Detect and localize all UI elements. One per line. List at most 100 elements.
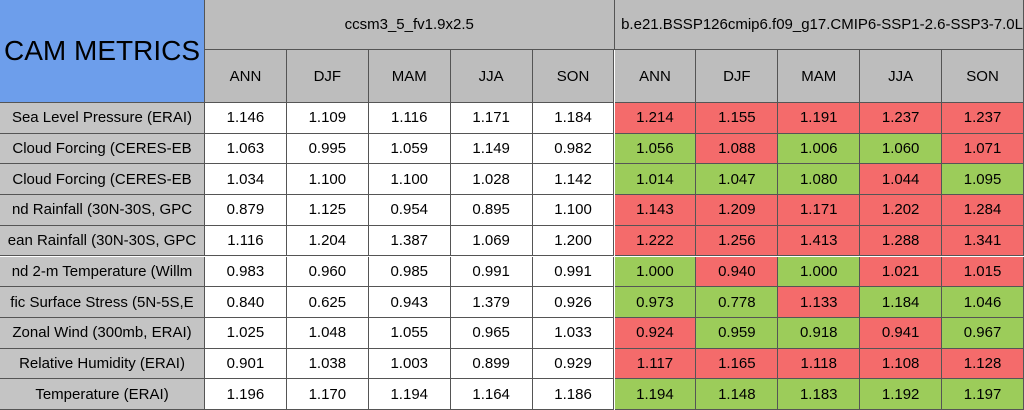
season-header: DJF xyxy=(696,50,779,103)
value-cell: 0.991 xyxy=(450,256,533,288)
row-label: Cloud Forcing (CERES-EB xyxy=(0,164,205,196)
value-cell: 1.125 xyxy=(286,195,369,226)
value-cell: 0.899 xyxy=(450,348,533,380)
value-cell: 1.204 xyxy=(286,225,369,257)
value-cell: 1.021 xyxy=(860,256,943,288)
value-cell: 1.149 xyxy=(450,133,533,165)
row-label: Sea Level Pressure (ERAI) xyxy=(0,103,205,134)
value-cell: 1.100 xyxy=(286,164,369,196)
season-header: SON xyxy=(942,50,1024,103)
value-cell: 1.171 xyxy=(450,103,533,134)
value-cell: 1.237 xyxy=(860,103,943,134)
value-cell: 1.192 xyxy=(860,379,943,410)
value-cell: 0.625 xyxy=(286,287,369,318)
value-cell: 1.046 xyxy=(942,287,1024,318)
value-cell: 1.183 xyxy=(778,379,861,410)
value-cell: 1.000 xyxy=(778,256,861,288)
row-label: fic Surface Stress (5N-5S,E xyxy=(0,287,205,318)
value-cell: 1.184 xyxy=(860,287,943,318)
value-cell: 1.006 xyxy=(778,133,861,165)
season-header: DJF xyxy=(286,50,369,103)
value-cell: 1.014 xyxy=(614,164,697,196)
value-cell: 0.940 xyxy=(696,256,779,288)
value-cell: 0.840 xyxy=(205,287,287,318)
row-label: nd 2-m Temperature (Willm xyxy=(0,256,205,288)
value-cell: 0.941 xyxy=(860,317,943,349)
value-cell: 1.116 xyxy=(205,225,287,257)
season-header: MAM xyxy=(778,50,861,103)
value-cell: 1.025 xyxy=(205,317,287,349)
value-cell: 0.926 xyxy=(532,287,615,318)
value-cell: 1.047 xyxy=(696,164,779,196)
case-name: b.e21.BSSP126cmip6.f09_g17.CMIP6-SSP1-2.… xyxy=(621,16,1023,33)
row-label: Temperature (ERAI) xyxy=(0,379,205,410)
value-cell: 0.982 xyxy=(532,133,615,165)
value-cell: 1.015 xyxy=(942,256,1024,288)
row-label: nd Rainfall (30N-30S, GPC xyxy=(0,195,205,226)
value-cell: 1.379 xyxy=(450,287,533,318)
value-cell: 0.960 xyxy=(286,256,369,288)
value-cell: 1.288 xyxy=(860,225,943,257)
value-cell: 0.918 xyxy=(778,317,861,349)
value-cell: 1.214 xyxy=(614,103,697,134)
case-header: b.e21.BSSP126cmip6.f09_g17.CMIP6-SSP1-2.… xyxy=(614,0,1024,50)
value-cell: 1.038 xyxy=(286,348,369,380)
value-cell: 1.088 xyxy=(696,133,779,165)
value-cell: 1.000 xyxy=(614,256,697,288)
season-header: ANN xyxy=(205,50,287,103)
value-cell: 1.148 xyxy=(696,379,779,410)
value-cell: 0.973 xyxy=(614,287,697,318)
value-cell: 1.200 xyxy=(532,225,615,257)
season-header: ANN xyxy=(614,50,697,103)
value-cell: 1.100 xyxy=(368,164,451,196)
value-cell: 1.060 xyxy=(860,133,943,165)
value-cell: 1.387 xyxy=(368,225,451,257)
value-cell: 1.069 xyxy=(450,225,533,257)
value-cell: 0.895 xyxy=(450,195,533,226)
season-header: MAM xyxy=(368,50,451,103)
row-label: Zonal Wind (300mb, ERAI) xyxy=(0,317,205,349)
value-cell: 0.924 xyxy=(614,317,697,349)
value-cell: 1.237 xyxy=(942,103,1024,134)
value-cell: 1.165 xyxy=(696,348,779,380)
value-cell: 1.055 xyxy=(368,317,451,349)
season-header: JJA xyxy=(860,50,943,103)
value-cell: 1.143 xyxy=(614,195,697,226)
value-cell: 1.146 xyxy=(205,103,287,134)
value-cell: 0.985 xyxy=(368,256,451,288)
value-cell: 1.108 xyxy=(860,348,943,380)
value-cell: 1.056 xyxy=(614,133,697,165)
row-label: ean Rainfall (30N-30S, GPC xyxy=(0,225,205,257)
value-cell: 1.100 xyxy=(532,195,615,226)
value-cell: 1.184 xyxy=(532,103,615,134)
value-cell: 1.063 xyxy=(205,133,287,165)
value-cell: 1.171 xyxy=(778,195,861,226)
value-cell: 0.995 xyxy=(286,133,369,165)
case-name: ccsm3_5_fv1.9x2.5 xyxy=(344,16,474,33)
value-cell: 1.028 xyxy=(450,164,533,196)
value-cell: 1.033 xyxy=(532,317,615,349)
value-cell: 1.044 xyxy=(860,164,943,196)
row-label: Cloud Forcing (CERES-EB xyxy=(0,133,205,165)
value-cell: 1.003 xyxy=(368,348,451,380)
value-cell: 1.194 xyxy=(614,379,697,410)
value-cell: 1.256 xyxy=(696,225,779,257)
value-cell: 1.116 xyxy=(368,103,451,134)
value-cell: 1.071 xyxy=(942,133,1024,165)
value-cell: 1.209 xyxy=(696,195,779,226)
value-cell: 0.959 xyxy=(696,317,779,349)
value-cell: 1.341 xyxy=(942,225,1024,257)
value-cell: 1.197 xyxy=(942,379,1024,410)
value-cell: 1.413 xyxy=(778,225,861,257)
value-cell: 1.109 xyxy=(286,103,369,134)
value-cell: 1.118 xyxy=(778,348,861,380)
value-cell: 1.202 xyxy=(860,195,943,226)
value-cell: 1.034 xyxy=(205,164,287,196)
value-cell: 1.059 xyxy=(368,133,451,165)
value-cell: 1.170 xyxy=(286,379,369,410)
value-cell: 0.778 xyxy=(696,287,779,318)
value-cell: 0.943 xyxy=(368,287,451,318)
value-cell: 1.284 xyxy=(942,195,1024,226)
value-cell: 1.191 xyxy=(778,103,861,134)
